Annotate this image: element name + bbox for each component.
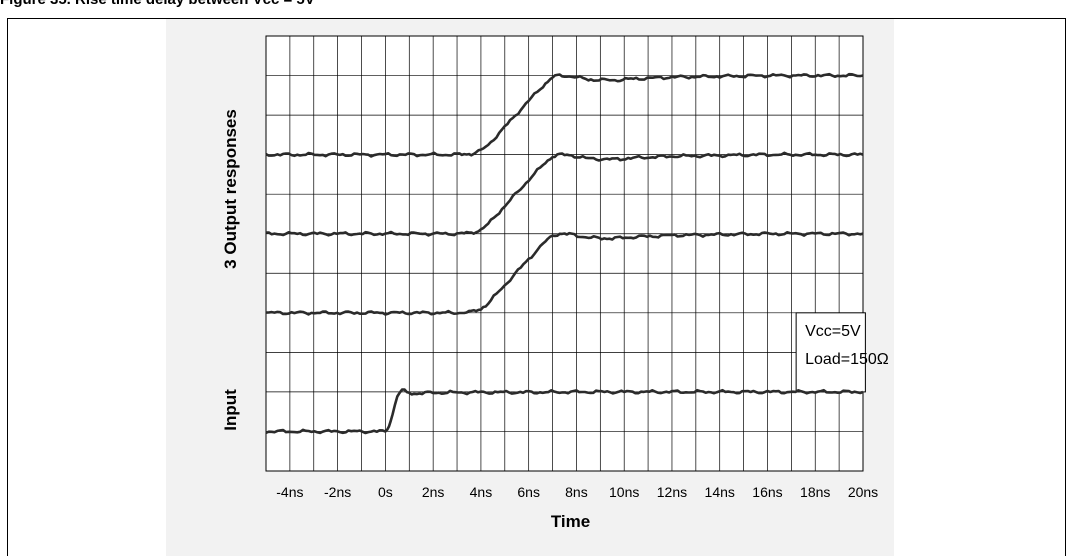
x-axis-label: Time (551, 512, 590, 531)
annotation-line: Load=150Ω (805, 351, 889, 368)
y-axis-label-outputs: 3 Output responses (221, 109, 240, 269)
x-tick-label: 2ns (422, 484, 445, 500)
figure-title: Figure 35. Rise time delay between Vcc =… (0, 0, 315, 8)
input-trace (265, 388, 864, 435)
x-tick-label: 14ns (705, 484, 735, 500)
x-tick-label: 16ns (752, 484, 782, 500)
x-tick-label: 12ns (657, 484, 687, 500)
output-trace (266, 151, 864, 237)
x-tick-label: -2ns (324, 484, 351, 500)
annotation-box (795, 312, 866, 393)
x-tick-label: -4ns (276, 484, 303, 500)
output-trace (265, 231, 864, 316)
output-trace (265, 72, 864, 158)
x-tick-label: 8ns (565, 484, 588, 500)
x-tick-label: 6ns (517, 484, 540, 500)
waveform-chart: Vcc=5V Load=150Ω -4ns -2ns 0s 2ns 4ns 6ns 8ns 10n… (221, 35, 889, 531)
y-axis-label-input: Input (221, 389, 240, 431)
x-tick-label: 18ns (800, 484, 830, 500)
x-tick-label: 4ns (470, 484, 493, 500)
plot-area (266, 36, 863, 471)
x-tick-label: 0s (378, 484, 393, 500)
plot-border (265, 35, 864, 472)
x-tick-label: 10ns (609, 484, 639, 500)
x-tick-label: 20ns (848, 484, 878, 500)
annotation-line: Vcc=5V (805, 323, 861, 340)
chart-panel: Vcc=5V Load=150Ω -4ns -2ns 0s 2ns 4ns 6ns 8ns 10n… (166, 19, 894, 556)
